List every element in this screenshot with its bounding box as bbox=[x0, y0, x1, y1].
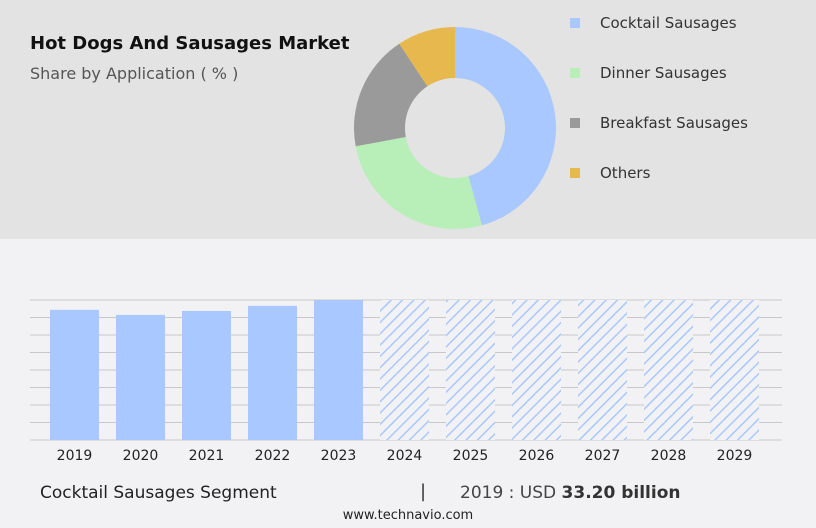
legend-item: Breakfast Sausages bbox=[570, 114, 748, 132]
x-tick-label: 2021 bbox=[189, 448, 225, 464]
legend-item: Dinner Sausages bbox=[570, 64, 727, 82]
x-tick-label: 2028 bbox=[651, 448, 687, 464]
bar-2020 bbox=[116, 314, 165, 440]
bar-2028 bbox=[644, 300, 693, 440]
donut-slice-0 bbox=[455, 27, 556, 226]
legend-label: Dinner Sausages bbox=[600, 64, 727, 82]
bar-2021 bbox=[182, 310, 231, 440]
separator: | bbox=[420, 481, 427, 502]
bar-2022 bbox=[248, 305, 297, 440]
bar-2027 bbox=[578, 300, 627, 440]
x-tick-label: 2024 bbox=[387, 448, 423, 464]
legend-label: Others bbox=[600, 164, 651, 182]
legend-item: Others bbox=[570, 164, 650, 182]
page-subtitle: Share by Application ( % ) bbox=[30, 64, 239, 83]
page-title: Hot Dogs And Sausages Market bbox=[30, 33, 350, 54]
donut-slice-1 bbox=[355, 137, 482, 229]
x-tick-label: 2029 bbox=[717, 448, 753, 464]
legend-swatch bbox=[570, 118, 580, 128]
bar-2026 bbox=[512, 300, 561, 440]
x-tick-label: 2027 bbox=[585, 448, 621, 464]
year-label: 2019 : USD bbox=[460, 483, 557, 503]
x-tick-label: 2019 bbox=[57, 448, 93, 464]
legend-swatch bbox=[570, 168, 580, 178]
segment-label: Cocktail Sausages Segment bbox=[40, 483, 277, 503]
legend-swatch bbox=[570, 68, 580, 78]
segment-value: 2019 : USD 33.20 billion bbox=[460, 483, 680, 503]
legend-label: Breakfast Sausages bbox=[600, 114, 748, 132]
x-tick-label: 2022 bbox=[255, 448, 291, 464]
value-text: 33.20 billion bbox=[561, 483, 681, 503]
source-url: www.technavio.com bbox=[342, 508, 474, 523]
donut-slice-2 bbox=[354, 43, 428, 147]
x-tick-label: 2026 bbox=[519, 448, 555, 464]
bar-2023 bbox=[314, 300, 363, 440]
bar-2025 bbox=[446, 300, 495, 440]
bar-2019 bbox=[50, 309, 99, 440]
legend-label: Cocktail Sausages bbox=[600, 14, 737, 32]
bar-2024 bbox=[380, 300, 429, 440]
legend-item: Cocktail Sausages bbox=[570, 14, 737, 32]
x-tick-label: 2025 bbox=[453, 448, 489, 464]
legend-swatch bbox=[570, 18, 580, 28]
donut-slice-3 bbox=[399, 27, 455, 87]
bar-2029 bbox=[710, 300, 759, 440]
x-tick-label: 2023 bbox=[321, 448, 357, 464]
x-tick-label: 2020 bbox=[123, 448, 159, 464]
